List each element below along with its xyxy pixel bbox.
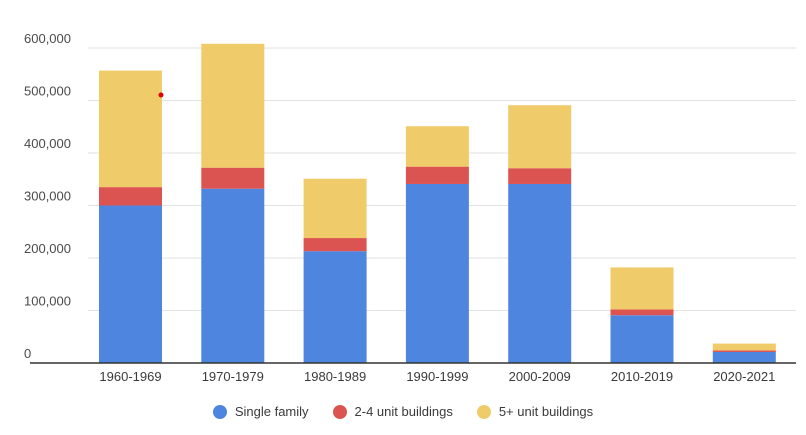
x-axis-ticks: 1960-1969 1970-1979 1980-1989 1990-1999 2000… xyxy=(99,369,775,384)
x-tick-label: 1980-1989 xyxy=(304,369,366,384)
x-tick-label: 2010-2019 xyxy=(611,369,673,384)
y-tick-label: 600,000 xyxy=(24,31,71,46)
y-tick-label: 300,000 xyxy=(24,189,71,204)
legend-item-single-family: Single family xyxy=(212,404,309,419)
y-tick-label: 0 xyxy=(24,346,31,361)
bar-segment xyxy=(508,183,572,363)
x-tick-label: 2000-2009 xyxy=(509,369,571,384)
legend-label-single-family: Single family xyxy=(234,404,309,419)
x-tick-label: 2020-2021 xyxy=(713,369,775,384)
x-tick-label: 1960-1969 xyxy=(99,369,161,384)
legend-label-5plus-unit: 5+ unit buildings xyxy=(498,404,594,419)
y-tick-label: 500,000 xyxy=(24,84,71,99)
y-tick-label: 200,000 xyxy=(24,241,71,256)
x-tick-label: 1970-1979 xyxy=(202,369,264,384)
bar-segment xyxy=(99,187,162,206)
bar-segment xyxy=(201,167,265,189)
bar-segment xyxy=(303,238,367,252)
bar-segment xyxy=(405,126,469,167)
bar-segment xyxy=(201,43,265,168)
marker-dot xyxy=(158,92,164,98)
legend-swatch-2-4-unit xyxy=(332,404,347,419)
bar-segment xyxy=(99,70,162,188)
legend-swatch-5plus-unit xyxy=(476,404,491,419)
bar-segment xyxy=(508,168,572,184)
bar-segment xyxy=(712,351,776,363)
y-axis-ticks: 0 100,000 200,000 300,000 400,000 500,000 600,… xyxy=(24,31,71,361)
bar-segment xyxy=(610,309,674,316)
bar-segment xyxy=(405,183,469,363)
legend-item-2-4-unit: 2-4 unit buildings xyxy=(332,404,453,419)
bar-segment xyxy=(712,343,776,351)
y-tick-label: 100,000 xyxy=(24,294,71,309)
legend-item-5plus-unit: 5+ unit buildings xyxy=(476,404,594,419)
bar-segment xyxy=(303,178,367,239)
bar-segment xyxy=(508,105,572,169)
x-tick-label: 1990-1999 xyxy=(406,369,468,384)
bar-segment xyxy=(99,205,162,363)
legend: Single family 2-4 unit buildings 5+ unit… xyxy=(0,404,806,419)
legend-swatch-single-family xyxy=(212,404,227,419)
bar-segment xyxy=(610,267,674,310)
bars xyxy=(99,43,776,363)
bar-segment xyxy=(405,166,469,184)
legend-label-2-4-unit: 2-4 unit buildings xyxy=(354,404,453,419)
y-tick-label: 400,000 xyxy=(24,136,71,151)
bar-segment xyxy=(303,251,367,363)
bar-segment xyxy=(610,315,674,363)
bar-segment xyxy=(201,188,265,363)
bar-segment xyxy=(712,350,776,352)
